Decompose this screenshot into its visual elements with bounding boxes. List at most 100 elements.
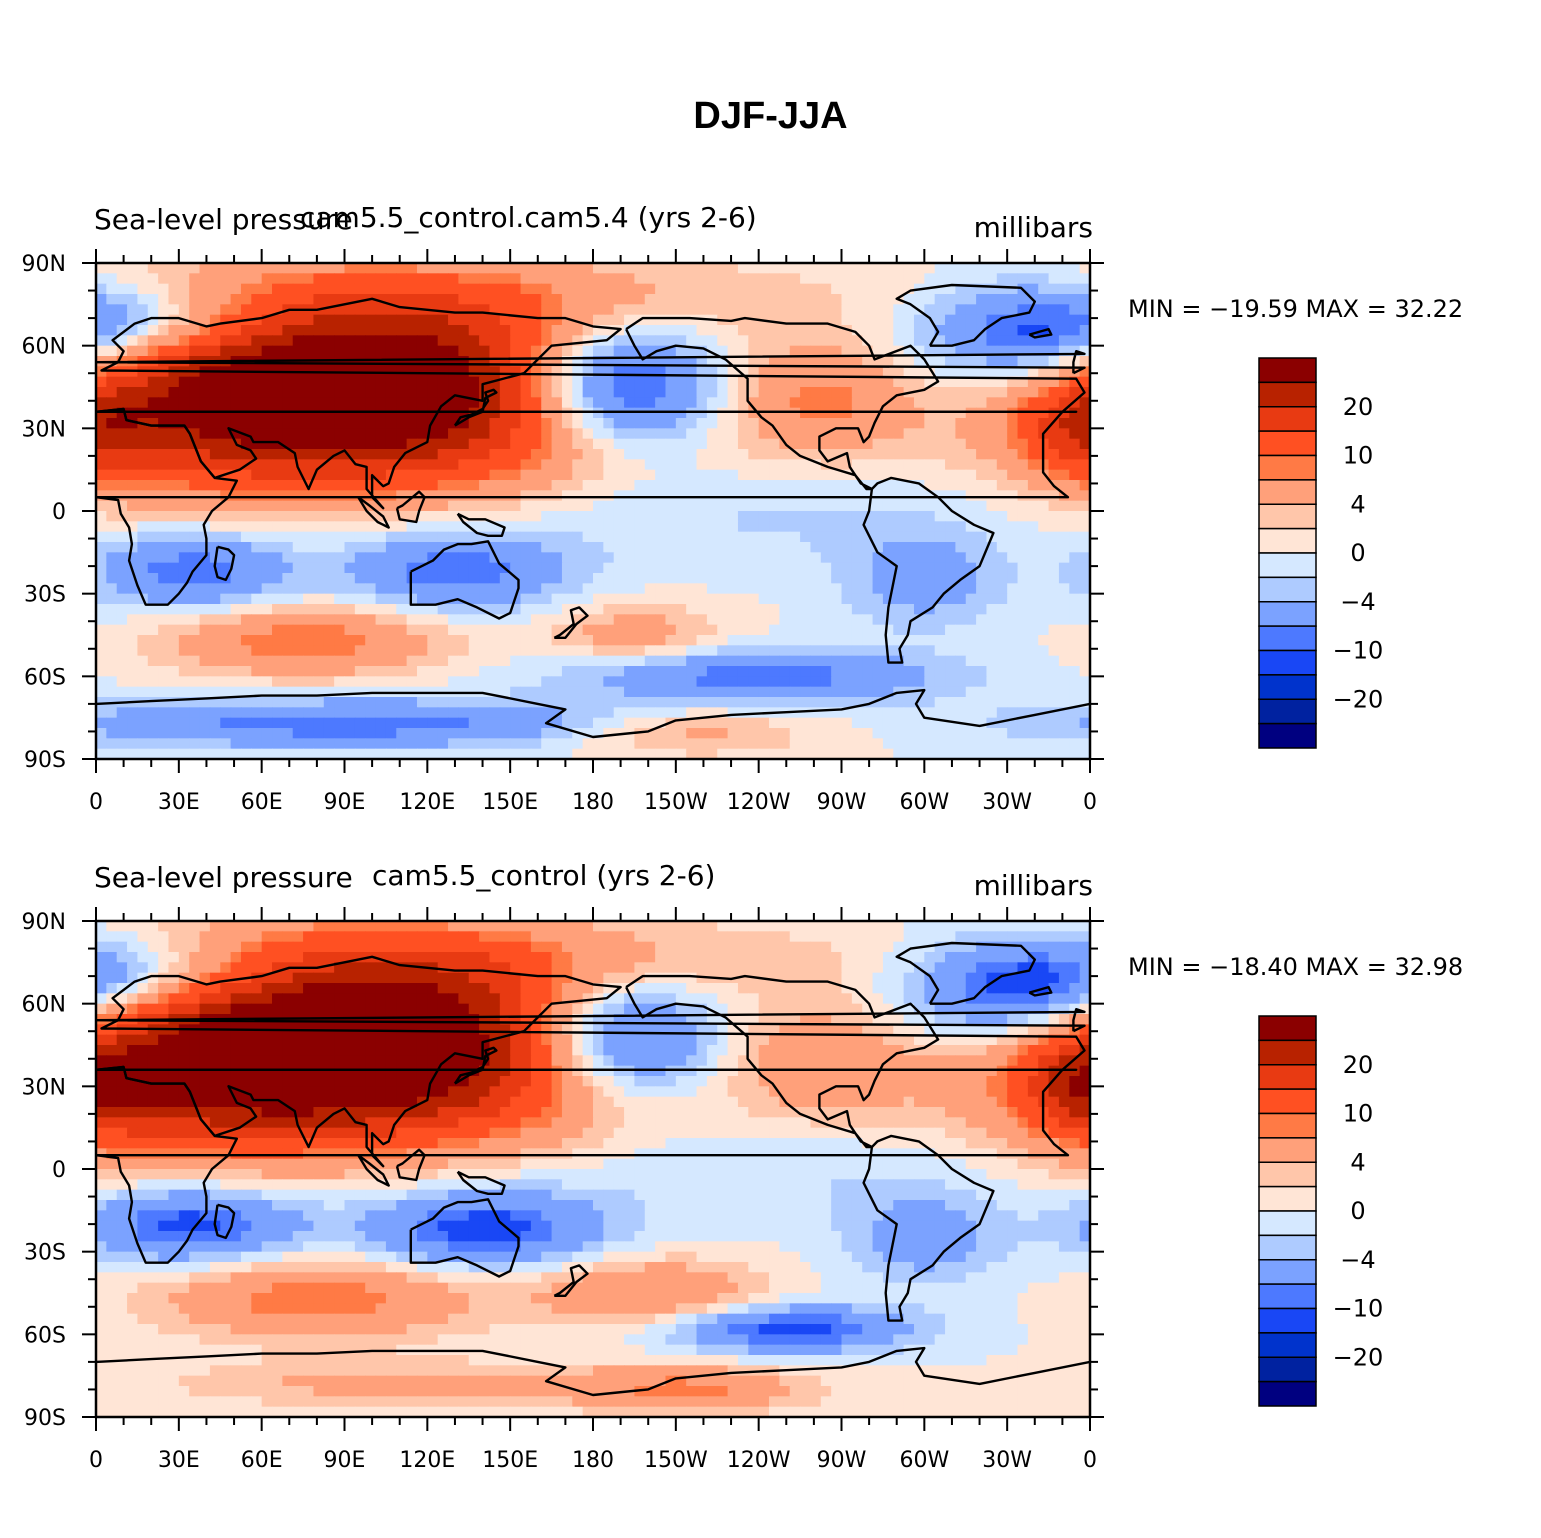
field-cell — [737, 676, 749, 688]
field-cell — [551, 490, 563, 502]
field-cell — [1058, 635, 1070, 646]
field-cell — [593, 387, 604, 398]
field-cell — [748, 931, 760, 943]
y-tick-label: 0 — [52, 500, 66, 525]
field-cell — [230, 531, 242, 543]
field-cell — [810, 707, 822, 719]
field-cell — [303, 480, 315, 491]
field-cell — [344, 562, 356, 574]
field-cell — [468, 459, 480, 471]
field-cell — [686, 376, 698, 388]
field-cell — [551, 366, 563, 378]
field-cell — [448, 314, 459, 326]
field-cell — [1007, 490, 1019, 502]
field-cell — [1048, 418, 1060, 429]
field-cell — [737, 438, 749, 450]
field-cell — [1007, 521, 1019, 533]
field-cell — [1027, 697, 1039, 708]
field-cell — [644, 728, 656, 739]
field-cell — [644, 573, 656, 584]
field-cell — [396, 552, 408, 564]
field-cell — [986, 614, 998, 626]
field-cell — [779, 397, 791, 409]
field-cell — [240, 490, 252, 502]
field-cell — [344, 645, 356, 657]
field-cell — [831, 531, 843, 543]
field-cell — [561, 314, 573, 326]
field-cell — [199, 345, 211, 357]
field-cell — [779, 294, 791, 305]
field-cell — [385, 283, 397, 295]
field-cell — [1069, 573, 1081, 584]
field-cell — [882, 717, 894, 729]
field-cell — [976, 356, 988, 367]
field-cell — [893, 314, 905, 326]
field-cell — [582, 583, 594, 595]
field-cell — [437, 931, 449, 943]
field-cell — [551, 748, 563, 759]
field-cell — [158, 604, 170, 615]
coastline — [213, 545, 236, 582]
field-cell — [1069, 921, 1081, 932]
field-cell — [199, 666, 211, 677]
field-cell — [427, 666, 439, 677]
field-cell — [965, 304, 977, 316]
field-cell — [209, 738, 221, 750]
field-cell — [603, 542, 615, 553]
field-cell — [913, 407, 925, 419]
field-cell — [779, 511, 791, 522]
field-cell — [561, 325, 573, 336]
field-cell — [551, 263, 563, 274]
field-cell — [520, 304, 532, 316]
field-cell — [230, 469, 242, 481]
field-cell — [230, 614, 242, 626]
field-cell — [913, 366, 925, 378]
field-cell — [437, 562, 449, 574]
field-cell — [354, 583, 366, 595]
field-cell — [168, 921, 180, 932]
field-cell — [572, 666, 584, 677]
field-cell — [831, 469, 843, 481]
field-cell — [789, 728, 801, 739]
field-cell — [106, 314, 118, 326]
field-cell — [416, 697, 428, 708]
field-cell — [976, 738, 988, 750]
field-cell — [1027, 428, 1039, 440]
field-cell — [634, 552, 646, 564]
field-cell — [582, 449, 594, 460]
field-cell — [717, 397, 729, 409]
field-cell — [261, 707, 273, 719]
field-cell — [168, 531, 180, 543]
field-cell — [209, 428, 221, 440]
field-cell — [644, 931, 656, 943]
field-cell — [893, 697, 905, 708]
field-cell — [675, 366, 687, 378]
field-cell — [603, 604, 615, 615]
field-cell — [261, 697, 273, 708]
field-cell — [800, 387, 812, 398]
field-cell — [665, 531, 677, 543]
field-cell — [561, 273, 573, 285]
field-cell — [344, 573, 356, 584]
field-cell — [209, 686, 221, 698]
field-cell — [489, 604, 501, 615]
field-cell — [851, 552, 863, 564]
field-cell — [240, 635, 252, 646]
field-cell — [220, 449, 232, 460]
field-cell — [230, 748, 242, 759]
field-cell — [727, 707, 739, 719]
field-cell — [644, 387, 656, 398]
field-cell — [354, 531, 366, 543]
field-cell — [976, 931, 988, 943]
field-cell — [831, 356, 843, 367]
field-cell — [323, 521, 335, 533]
colorbar-box — [1258, 357, 1317, 384]
field-cell — [769, 614, 780, 626]
field-cell — [624, 583, 636, 595]
colorbar-box — [1258, 576, 1317, 603]
field-cell — [1038, 490, 1050, 502]
field-cell — [851, 428, 863, 440]
field-cell — [820, 263, 832, 274]
field-cell — [572, 552, 584, 564]
field-cell — [986, 511, 998, 522]
